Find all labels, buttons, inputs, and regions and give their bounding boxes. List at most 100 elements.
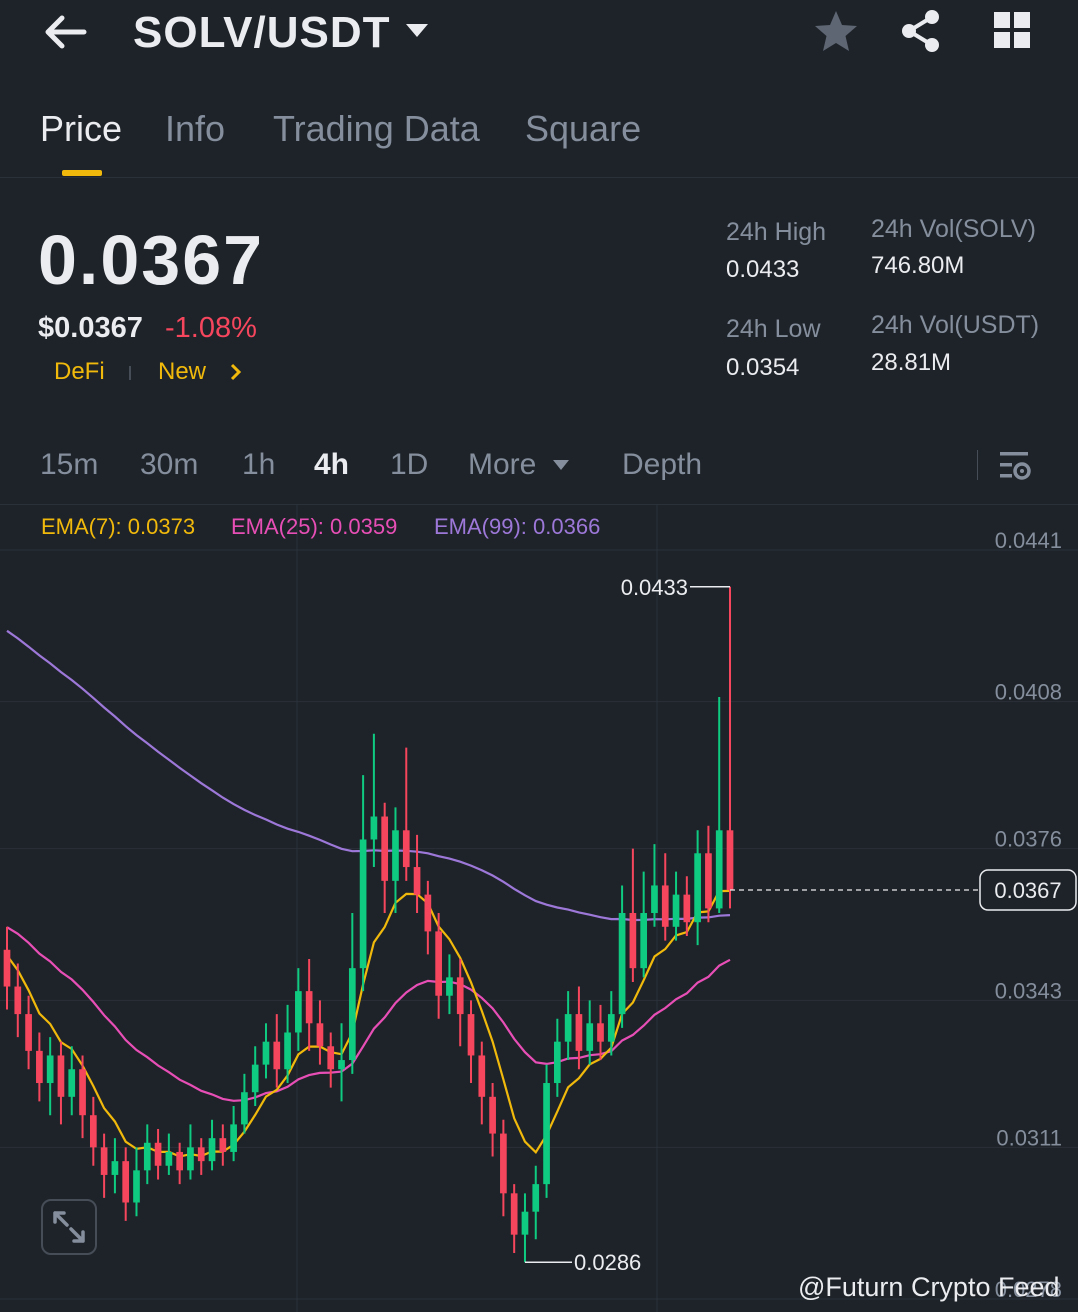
favorite-star-icon[interactable]: [812, 8, 860, 59]
candle-body: [446, 977, 453, 996]
app-grid-icon[interactable]: [992, 10, 1034, 57]
candlestick-chart[interactable]: 0.0441 0.0408 0.0376 0.0343 0.0311 0.0278 0.0…: [0, 505, 1078, 1312]
stat-24h-vol-quote-label: 24h Vol(USDT): [871, 311, 1040, 339]
candle-body: [187, 1147, 194, 1171]
candle-body: [57, 1055, 65, 1097]
candle-body: [262, 1041, 270, 1065]
candle-body: [575, 1014, 583, 1051]
share-icon[interactable]: [898, 8, 944, 59]
candle-body: [111, 1161, 119, 1175]
stat-24h-vol-base-label: 24h Vol(SOLV): [871, 215, 1036, 243]
tag-defi[interactable]: DeFi: [54, 358, 105, 385]
candle-body: [68, 1069, 76, 1097]
candle-body: [359, 839, 367, 969]
tab-info[interactable]: Info: [165, 108, 226, 149]
stat-24h-high-label: 24h High: [726, 218, 827, 246]
candle-body: [197, 1147, 205, 1162]
tag-new[interactable]: New: [158, 358, 207, 385]
candle-body: [133, 1170, 140, 1203]
ema99-legend: EMA(99): 0.0366: [434, 514, 601, 539]
interval-4h[interactable]: 4h: [314, 448, 350, 481]
candle-body: [532, 1184, 540, 1212]
more-caret-icon[interactable]: [552, 458, 570, 476]
candle-body: [435, 931, 442, 996]
tab-trading-data[interactable]: Trading Data: [273, 108, 480, 149]
candle-body: [705, 853, 712, 909]
candle-body: [629, 913, 637, 969]
interval-1d[interactable]: 1D: [390, 448, 429, 481]
candle-body: [3, 949, 11, 987]
candle-body: [381, 816, 389, 881]
candle-body: [316, 1023, 324, 1047]
tab-square[interactable]: Square: [525, 108, 642, 149]
y-tick-label: 0.0311: [996, 1125, 1062, 1150]
interval-more[interactable]: More: [468, 448, 537, 481]
candle-body: [553, 1041, 561, 1084]
candle-body: [219, 1138, 227, 1152]
candle-body: [467, 1014, 475, 1056]
back-arrow-icon[interactable]: [40, 12, 90, 52]
candle-body: [510, 1193, 518, 1235]
tab-depth[interactable]: Depth: [622, 448, 703, 481]
divider: [0, 177, 1078, 178]
candle-body: [165, 1151, 173, 1166]
candle-body: [683, 894, 691, 923]
interval-15m[interactable]: 15m: [40, 448, 99, 481]
candle-body: [25, 1014, 32, 1051]
candle-body: [46, 1055, 54, 1084]
candle-body: [543, 1083, 550, 1185]
candle-body: [122, 1161, 130, 1203]
candle-body: [500, 1133, 507, 1194]
chevron-right-icon[interactable]: [228, 362, 244, 387]
candle-body: [370, 816, 378, 840]
candle-body: [327, 1046, 335, 1070]
ema7-legend: EMA(7): 0.0373: [41, 514, 196, 539]
candle-body: [672, 894, 680, 927]
candle-body: [640, 913, 648, 969]
stat-24h-vol-quote-value: 28.81M: [871, 349, 952, 376]
high-marker-label: 0.0433: [621, 575, 688, 600]
candle-body: [651, 885, 658, 914]
candle-body: [586, 1023, 594, 1051]
expand-icon: [53, 1211, 85, 1243]
tag-separator: [129, 366, 131, 380]
candle-body: [241, 1092, 248, 1125]
interval-30m[interactable]: 30m: [140, 448, 199, 481]
candle-body: [392, 830, 399, 881]
candle-body: [305, 991, 313, 1024]
fullscreen-button[interactable]: [41, 1199, 97, 1255]
last-price: 0.0367: [38, 221, 265, 299]
stat-24h-vol-base-value: 746.80M: [871, 252, 965, 279]
header: SOLV/USDT: [0, 0, 1078, 70]
y-tick-label: 0.0441: [995, 528, 1062, 553]
candle-body: [100, 1147, 108, 1175]
candle-body: [607, 1014, 615, 1042]
price-change-percent: -1.08%: [165, 312, 257, 344]
current-price-box: [979, 869, 1077, 911]
candle-body: [456, 977, 464, 1015]
candle-body: [618, 913, 626, 1015]
ema7-line: [6, 889, 731, 1158]
candle-body: [295, 991, 302, 1033]
candle-body: [154, 1142, 162, 1166]
candle-body: [694, 853, 701, 923]
candle-body: [143, 1142, 151, 1171]
candle-body: [597, 1023, 604, 1042]
y-tick-label: 0.0376: [995, 827, 1062, 852]
pair-title[interactable]: SOLV/USDT: [133, 8, 391, 57]
watermark-text: @Futurn Crypto Feed: [798, 1272, 1060, 1302]
interval-1h[interactable]: 1h: [242, 448, 276, 481]
candle-body: [348, 968, 356, 1061]
candle-body: [36, 1050, 43, 1084]
candle-body: [715, 830, 723, 909]
chart-settings-icon[interactable]: [998, 449, 1032, 488]
y-tick-label: 0.0343: [995, 978, 1062, 1003]
usd-price: $0.0367: [38, 312, 143, 344]
stat-24h-low-label: 24h Low: [726, 315, 821, 343]
candle-body: [564, 1014, 572, 1042]
candle-body: [489, 1096, 496, 1134]
tab-price[interactable]: Price: [40, 108, 123, 149]
candle-body: [521, 1211, 529, 1235]
candle-body: [338, 1060, 345, 1070]
pair-dropdown-caret-icon[interactable]: [404, 22, 430, 45]
